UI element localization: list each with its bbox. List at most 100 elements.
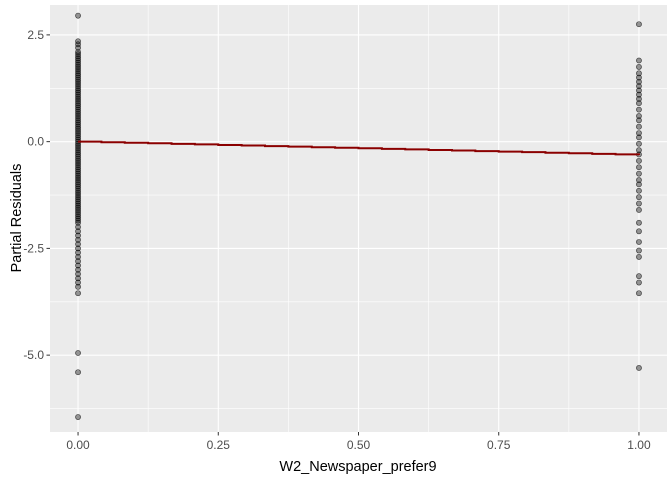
data-point	[75, 113, 81, 119]
data-point	[75, 249, 81, 256]
data-point	[75, 219, 81, 226]
data-point	[75, 232, 81, 239]
data-point	[636, 147, 642, 154]
data-point	[75, 271, 81, 277]
data-point	[75, 59, 81, 66]
data-point	[75, 168, 81, 175]
y-tick-label: 0.0	[27, 135, 44, 149]
data-point	[75, 213, 81, 220]
data-point	[636, 70, 642, 77]
y-tick-label: 2.5	[27, 28, 44, 42]
data-point	[75, 106, 81, 113]
data-point	[636, 87, 642, 94]
data-point	[75, 121, 81, 128]
data-point	[75, 254, 81, 260]
data-point	[75, 198, 81, 205]
data-point	[75, 89, 81, 96]
data-point	[636, 228, 642, 235]
data-point	[75, 143, 81, 149]
data-point	[636, 57, 642, 64]
data-point	[75, 204, 81, 211]
data-point	[75, 147, 81, 154]
data-point	[636, 157, 642, 164]
data-point	[636, 247, 642, 254]
data-point	[75, 119, 81, 126]
data-point	[75, 66, 81, 72]
x-tick-label: 0.75	[487, 438, 511, 452]
y-axis-ticks: -5.0 -2.5 0.0 2.5	[23, 28, 50, 362]
data-point	[75, 81, 81, 87]
data-point	[75, 145, 81, 151]
data-point	[75, 93, 81, 100]
data-point	[75, 175, 81, 181]
data-point	[75, 104, 81, 111]
data-point	[75, 98, 81, 104]
data-point	[75, 217, 81, 224]
data-point	[75, 49, 81, 55]
data-point	[75, 61, 81, 68]
data-point	[75, 53, 81, 60]
data-point	[636, 96, 642, 102]
data-point	[75, 55, 81, 62]
data-point	[75, 162, 81, 169]
data-point	[636, 130, 642, 136]
data-point	[75, 189, 81, 196]
data-point	[75, 76, 81, 83]
data-point	[75, 128, 81, 134]
data-point	[636, 123, 642, 130]
data-point	[75, 132, 81, 139]
x-tick-label: 0.25	[207, 438, 231, 452]
data-point	[636, 239, 642, 245]
data-point	[75, 164, 81, 171]
data-point	[75, 170, 81, 177]
data-point	[75, 74, 81, 81]
data-point	[75, 130, 81, 136]
x-tick-label: 0.00	[66, 438, 90, 452]
data-point	[75, 44, 81, 51]
data-point	[75, 64, 81, 70]
data-point	[75, 108, 81, 115]
data-point	[75, 85, 81, 92]
data-point	[636, 78, 642, 85]
data-point	[636, 273, 642, 280]
data-point	[75, 224, 81, 230]
data-point	[636, 91, 642, 98]
data-point	[75, 187, 81, 194]
data-point	[75, 102, 81, 109]
data-point	[75, 241, 81, 248]
data-point	[636, 181, 642, 188]
data-point	[75, 369, 81, 376]
data-point	[75, 200, 81, 207]
data-point	[636, 164, 642, 171]
data-point	[75, 83, 81, 90]
data-point	[75, 157, 81, 164]
data-point	[636, 21, 642, 28]
data-point	[636, 170, 642, 177]
data-point	[75, 125, 81, 132]
data-point	[636, 219, 642, 226]
data-point	[75, 172, 81, 179]
data-point	[75, 110, 81, 117]
y-tick-label: -2.5	[23, 241, 44, 255]
data-point	[75, 196, 81, 203]
data-point	[636, 207, 642, 213]
data-point	[75, 202, 81, 209]
data-point	[636, 117, 642, 124]
data-point	[75, 350, 81, 356]
data-point	[75, 155, 81, 162]
data-point	[636, 140, 642, 147]
data-point	[75, 258, 81, 265]
data-point	[75, 290, 81, 297]
data-point	[75, 12, 81, 19]
data-point	[75, 262, 81, 269]
x-tick-label: 1.00	[627, 438, 651, 452]
data-point	[75, 236, 81, 243]
data-point	[75, 177, 81, 183]
data-point	[75, 78, 81, 85]
data-point	[75, 275, 81, 282]
data-point	[636, 365, 642, 371]
fit-line	[78, 140, 640, 156]
data-point	[636, 83, 642, 90]
data-point	[75, 181, 81, 188]
data-point	[75, 192, 81, 198]
